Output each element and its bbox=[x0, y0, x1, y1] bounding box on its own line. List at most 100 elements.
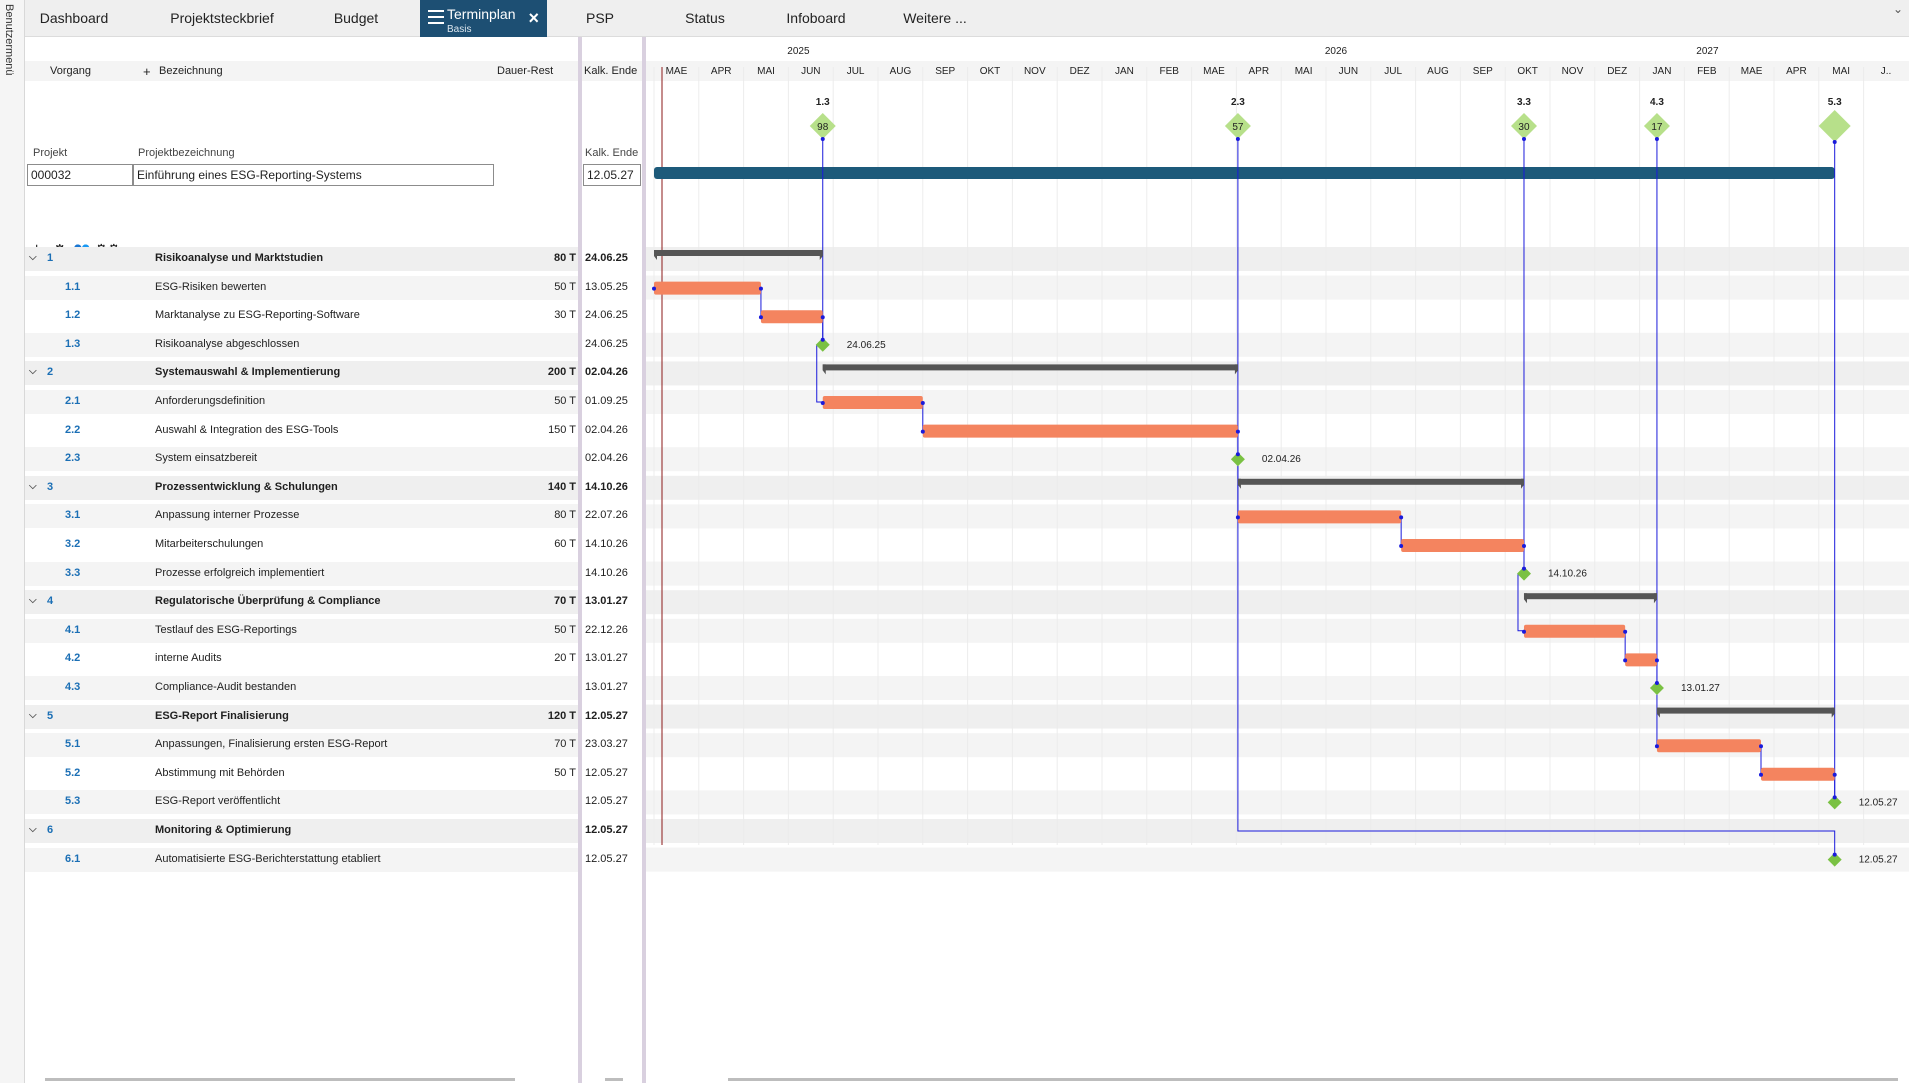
task-name[interactable]: Monitoring & Optimierung bbox=[155, 824, 292, 836]
col-kalk-ende[interactable]: Kalk. Ende bbox=[584, 65, 638, 77]
milestone-diamond[interactable] bbox=[815, 337, 830, 352]
project-bar[interactable] bbox=[654, 167, 1835, 179]
table-row[interactable]: 4.3 Compliance-Audit bestanden bbox=[25, 676, 578, 700]
chevron-down-icon[interactable]: ⌵ bbox=[29, 252, 37, 263]
task-name[interactable]: ESG-Report Finalisierung bbox=[155, 709, 289, 722]
col-vorgang[interactable]: Vorgang bbox=[50, 65, 91, 77]
table-row[interactable]: 4.2 interne Audits 20 T bbox=[25, 647, 578, 671]
summary-row[interactable]: ⌵ 1 Risikoanalyse und Marktstudien 80 T bbox=[25, 247, 578, 271]
milestone-diamond[interactable] bbox=[1827, 852, 1842, 867]
task-name[interactable]: Prozesse erfolgreich implementiert bbox=[155, 566, 325, 579]
task-name[interactable]: Anpassung interner Prozesse bbox=[155, 509, 300, 522]
milestone-diamond[interactable] bbox=[1649, 681, 1664, 695]
task-number[interactable]: 2.3 bbox=[65, 452, 81, 465]
col-bezeichnung[interactable]: Bezeichnung bbox=[159, 65, 223, 77]
task-bar[interactable] bbox=[1656, 739, 1761, 753]
project-name-field[interactable]: Einführung eines ESG-Reporting-Systems bbox=[133, 164, 494, 186]
col-dauer-rest[interactable]: Dauer-Rest bbox=[497, 65, 554, 77]
gantt-scrollbar[interactable] bbox=[728, 1078, 1898, 1081]
task-name[interactable]: Regulatorische Überprüfung & Compliance bbox=[155, 595, 381, 608]
task-number[interactable]: 3.3 bbox=[65, 566, 81, 579]
summary-bar[interactable] bbox=[1523, 593, 1657, 600]
table-row[interactable]: 4.1 Testlauf des ESG-Reportings 50 T bbox=[25, 618, 578, 643]
task-bar[interactable] bbox=[822, 396, 923, 409]
task-name[interactable]: Marktanalyse zu ESG-Reporting-Software bbox=[155, 309, 360, 322]
tab-psp[interactable]: PSP bbox=[565, 0, 635, 37]
task-name[interactable]: ESG-Risiken bewerten bbox=[155, 280, 267, 293]
milestone-diamond[interactable] bbox=[1516, 566, 1531, 581]
gantt-chart[interactable]: MAE APR MAI JUN JUL AUG SEP OKT NOV DEZ JAN FEB MAE A… bbox=[646, 37, 1909, 1083]
top-milestone-diamond[interactable] bbox=[1643, 113, 1670, 139]
table-row[interactable]: 2.1 Anforderungsdefinition 50 T bbox=[25, 390, 578, 414]
task-number[interactable]: 1.2 bbox=[65, 309, 81, 322]
task-bar[interactable] bbox=[1401, 539, 1524, 552]
gantt-canvas[interactable]: MAE APR MAI JUN JUL AUG SEP OKT NOV DEZ JAN FEB MAE A… bbox=[646, 37, 1909, 1083]
task-number[interactable]: 3 bbox=[47, 480, 54, 493]
task-name[interactable]: Anpassungen, Finalisierung ersten ESG-Re… bbox=[155, 738, 388, 751]
tab-budget[interactable]: Budget bbox=[311, 0, 401, 37]
summary-bar[interactable] bbox=[1237, 478, 1524, 485]
task-name[interactable]: Testlauf des ESG-Reportings bbox=[155, 623, 297, 636]
task-bar[interactable] bbox=[922, 424, 1238, 438]
task-number[interactable]: 4.3 bbox=[65, 681, 81, 693]
summary-row[interactable]: ⌵ 5 ESG-Report Finalisierung 120 T bbox=[25, 704, 578, 729]
table-row[interactable]: 3.3 Prozesse erfolgreich implementiert bbox=[25, 561, 578, 586]
tab-weitere[interactable]: Weitere ... bbox=[879, 0, 991, 37]
task-number[interactable]: 4.2 bbox=[65, 652, 81, 665]
summary-bar[interactable] bbox=[1656, 707, 1835, 714]
task-name[interactable]: interne Audits bbox=[155, 652, 222, 665]
task-bar[interactable] bbox=[1760, 767, 1835, 781]
task-number[interactable]: 3.2 bbox=[65, 538, 81, 550]
task-bar[interactable] bbox=[1523, 624, 1626, 638]
chevron-down-icon[interactable]: ⌵ bbox=[29, 595, 37, 607]
table-row[interactable]: 2.3 System einsatzbereit bbox=[25, 447, 578, 472]
pane-divider[interactable] bbox=[642, 37, 646, 1083]
table-row[interactable]: 5.1 Anpassungen, Finalisierung ersten ESG… bbox=[25, 733, 578, 758]
task-name[interactable]: Auswahl & Integration des ESG-Tools bbox=[155, 423, 339, 436]
task-name[interactable]: Compliance-Audit bestanden bbox=[155, 681, 297, 693]
table-row[interactable]: 1.3 Risikoanalyse abgeschlossen bbox=[25, 332, 578, 357]
task-number[interactable]: 3.1 bbox=[65, 509, 81, 522]
summary-row[interactable]: ⌵ 6 Monitoring & Optimierung bbox=[25, 819, 578, 843]
task-number[interactable]: 2.1 bbox=[65, 395, 81, 407]
task-bar[interactable] bbox=[1625, 653, 1657, 667]
chevron-down-icon[interactable]: ⌵ bbox=[29, 366, 37, 378]
milestone-diamond[interactable] bbox=[1230, 452, 1245, 467]
task-name[interactable]: Abstimmung mit Behörden bbox=[155, 766, 285, 779]
table-row[interactable]: 1.1 ESG-Risiken bewerten 50 T bbox=[25, 275, 578, 300]
task-number[interactable]: 5.3 bbox=[65, 795, 81, 808]
task-number[interactable]: 1.3 bbox=[65, 337, 81, 350]
top-milestone-diamond[interactable] bbox=[1510, 113, 1537, 139]
expand-all-icon[interactable]: + bbox=[143, 64, 151, 79]
table-row[interactable]: 3.2 Mitarbeiterschulungen 60 T bbox=[25, 533, 578, 557]
top-milestone-diamond[interactable] bbox=[809, 113, 836, 139]
side-menu-strip[interactable]: Benutzermenü bbox=[0, 0, 25, 1083]
task-number[interactable]: 2.2 bbox=[65, 423, 81, 436]
side-menu-label[interactable]: Benutzermenü bbox=[3, 4, 15, 76]
summary-row[interactable]: ⌵ 3 Prozessentwicklung & Schulungen 140 T bbox=[25, 475, 578, 500]
task-number[interactable]: 5 bbox=[47, 709, 54, 722]
task-name[interactable]: Mitarbeiterschulungen bbox=[155, 538, 264, 550]
task-number[interactable]: 2 bbox=[47, 366, 54, 379]
tab-status[interactable]: Status bbox=[655, 0, 755, 37]
top-milestone-diamond[interactable] bbox=[1224, 113, 1251, 139]
task-bar[interactable] bbox=[760, 310, 823, 324]
tab-terminplan[interactable]: Terminplan Basis × bbox=[420, 0, 547, 37]
summary-bar[interactable] bbox=[822, 364, 1238, 371]
tab-dashboard[interactable]: Dashboard bbox=[25, 0, 123, 37]
task-name[interactable]: Automatisierte ESG-Berichterstattung eta… bbox=[155, 852, 381, 865]
end-scrollbar[interactable] bbox=[605, 1078, 623, 1081]
summary-bar[interactable] bbox=[654, 250, 823, 256]
task-number[interactable]: 6 bbox=[47, 824, 54, 836]
close-icon[interactable]: × bbox=[528, 8, 539, 28]
task-name[interactable]: Prozessentwicklung & Schulungen bbox=[155, 480, 338, 493]
menu-icon[interactable] bbox=[428, 10, 444, 24]
chevron-down-icon[interactable]: ⌵ bbox=[29, 480, 37, 492]
table-row[interactable]: 5.2 Abstimmung mit Behörden 50 T bbox=[25, 762, 578, 786]
task-name[interactable]: Systemauswahl & Implementierung bbox=[155, 366, 341, 379]
tab-projektsteckbrief[interactable]: Projektsteckbrief bbox=[143, 0, 301, 37]
task-name[interactable]: Anforderungsdefinition bbox=[155, 395, 266, 407]
summary-row[interactable]: ⌵ 4 Regulatorische Überprüfung & Complianc… bbox=[25, 590, 578, 615]
summary-row[interactable]: ⌵ 2 Systemauswahl & Implementierung 200 T bbox=[25, 361, 578, 386]
chevron-down-icon[interactable]: ⌵ bbox=[29, 824, 37, 835]
